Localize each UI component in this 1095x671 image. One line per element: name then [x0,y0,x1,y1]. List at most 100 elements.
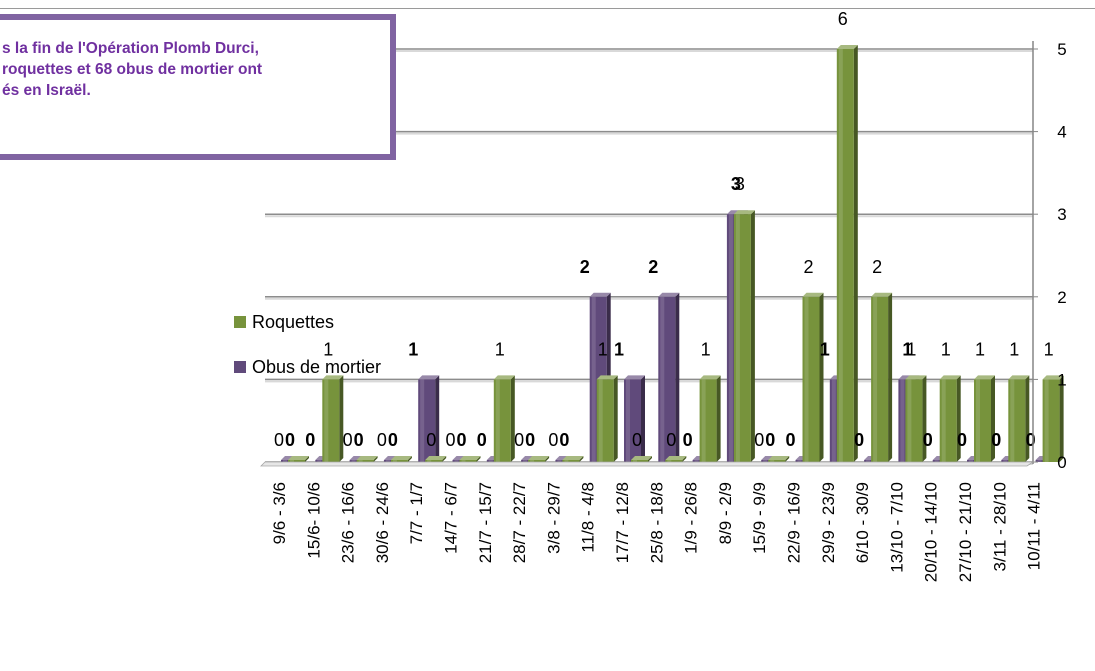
bar-roquettes-16 [836,45,858,462]
bar-roquettes-10 [631,456,652,462]
bar-roquettes-17 [871,292,893,462]
data-label-roquettes: 0 [426,430,436,450]
bar-obus-3-highlight [385,460,390,462]
bar-obus-8-highlight [557,460,562,462]
bar-roquettes-2 [356,456,378,462]
bar-obus-11-highlight [660,296,665,462]
data-label-obus: 0 [388,430,398,450]
y-tick-label: 3 [1057,205,1066,224]
bar-roquettes-5 [459,456,481,462]
bar-roquettes-2-side [373,456,378,462]
data-label-obus: 2 [648,257,658,277]
bar-roquettes-3-highlight [392,460,397,462]
y-tick-label: 4 [1057,123,1066,142]
data-label-obus: 0 [285,430,295,450]
x-tick-label: 15/6- 10/6 [304,482,323,559]
bar-roquettes-10-side [648,456,652,462]
data-label-roquettes: 0 [632,430,642,450]
y-tick-label: 5 [1057,40,1066,59]
bar-roquettes-19-side [956,375,961,462]
axes: 0 1 2 3 4 5 9/6 - 3/6 15/6- 10/6 23/6 - 16/6 30/6… [260,40,1067,582]
bar-roquettes-6-top [493,375,515,380]
bar-roquettes-15-side [819,292,824,462]
bar-obus-4 [418,375,440,462]
data-label-roquettes: 6 [838,9,848,29]
bar-obus-22-highlight [1037,460,1042,462]
bar-obus-4-top [418,375,440,380]
bar-roquettes-21-top [1008,375,1030,380]
bar-roquettes-9-top [596,375,618,380]
data-label-obus: 0 [305,430,315,450]
x-tick-label: 1/9 - 26/8 [682,482,701,554]
bar-roquettes-7-front [528,460,546,462]
x-tick-label: 6/10 - 30/9 [853,482,872,563]
x-tick-label: 15/9 - 9/9 [750,482,769,554]
bar-roquettes-1-highlight [324,379,329,462]
bar-roquettes-13-side [750,210,755,462]
bar-obus-6-highlight [488,460,493,462]
bar-obus-5-highlight [454,460,459,462]
bar-obus-15-highlight [797,460,802,462]
bar-roquettes-0 [288,456,309,462]
bar-roquettes-18-side [922,375,927,462]
bar-roquettes-0-front [288,460,305,462]
bar-roquettes-8-front [562,460,580,462]
bar-roquettes-15 [802,292,824,462]
data-label-roquettes: 0 [377,430,387,450]
data-label-obus: 1 [614,339,624,359]
bar-roquettes-15-highlight [804,296,809,462]
bar-roquettes-3-top [390,456,412,460]
bar-roquettes-3 [390,456,412,462]
data-label-obus: 0 [957,430,967,450]
bar-roquettes-21 [1008,375,1030,462]
bar-roquettes-2-top [356,456,378,460]
bar-obus-1-highlight [317,460,322,462]
bar-obus-12-highlight [694,460,699,462]
bar-obus-10-side [641,375,645,462]
bar-roquettes-17-top [871,292,893,297]
x-tick-label: 14/7 - 6/7 [442,482,461,554]
bar-roquettes-7 [528,456,550,462]
data-label-obus: 0 [765,430,775,450]
bar-roquettes-2-highlight [358,460,363,462]
bar-obus-4-side [435,375,440,462]
data-label-roquettes: 0 [274,430,284,450]
data-label-obus: 2 [580,257,590,277]
bar-roquettes-0-top [288,456,309,460]
bar-roquettes-11 [665,456,687,462]
bar-roquettes-3-side [407,456,412,462]
bar-roquettes-5-side [476,456,481,462]
bar-roquettes-18-highlight [907,379,912,462]
top-rule [0,8,1095,9]
bar-roquettes-14-highlight [770,460,775,462]
bar-roquettes-4-front [425,460,443,462]
data-label-obus: 0 [477,430,487,450]
data-label-obus: 0 [683,430,693,450]
bar-roquettes-5-highlight [461,460,466,462]
data-label-roquettes: 2 [872,257,882,277]
bar-roquettes-21-highlight [1010,379,1015,462]
bar-obus-11-top [658,292,680,297]
bar-obus-9-top [589,292,611,297]
bar-roquettes-14-front [768,460,786,462]
bar-roquettes-19-top [939,375,961,380]
bar-roquettes-8-side [579,456,584,462]
x-tick-label: 21/7 - 15/7 [476,482,495,563]
x-tick-label: 29/9 - 23/9 [819,482,838,563]
bar-roquettes-10-highlight [633,460,637,462]
bar-roquettes-5-top [459,456,481,460]
bar-roquettes-18 [905,375,927,462]
bar-roquettes-4-side [442,456,447,462]
bar-roquettes-0-side [305,456,309,462]
bar-obus-10-highlight [626,379,630,462]
callout-box: s la fin de l'Opération Plomb Durci, roq… [0,14,396,160]
x-tick-label: 27/10 - 21/10 [956,482,975,582]
bar-obus-20-highlight [969,460,973,462]
callout-text: s la fin de l'Opération Plomb Durci, roq… [2,40,263,99]
bar-roquettes-6-highlight [495,379,500,462]
x-tick-label: 22/9 - 16/9 [785,482,804,563]
bar-roquettes-4-top [425,456,447,460]
x-tick-label: 9/6 - 3/6 [270,482,289,544]
